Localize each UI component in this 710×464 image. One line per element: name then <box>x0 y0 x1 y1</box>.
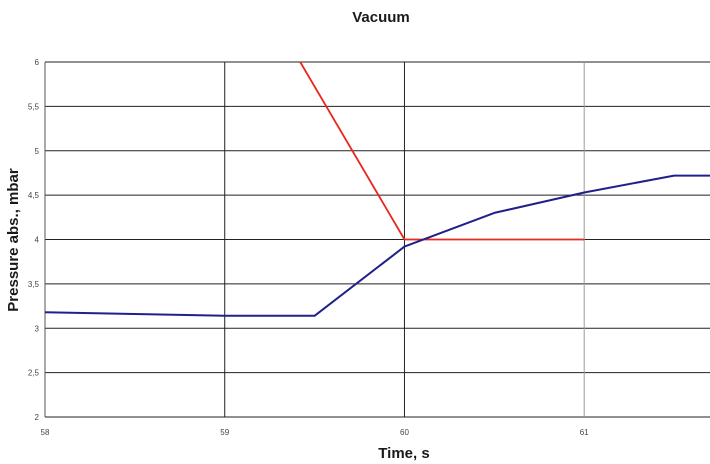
chart-title: Vacuum <box>352 9 410 26</box>
x-axis-label: Time, s <box>378 445 429 462</box>
y-tick-label: 3,5 <box>28 280 40 289</box>
series <box>44 61 710 317</box>
x-tick-label: 59 <box>220 428 229 437</box>
series-line-blue <box>44 174 710 317</box>
y-tick-label: 2 <box>35 413 40 422</box>
y-tick-label: 5,5 <box>28 102 40 111</box>
x-tick-label: 58 <box>41 428 50 437</box>
y-tick-label: 5 <box>35 147 40 156</box>
y-tick-label: 6 <box>35 58 40 67</box>
y-axis-label: Pressure abs., mbar <box>5 168 22 312</box>
series-line-red <box>299 61 585 241</box>
y-tick-label: 2,5 <box>28 369 40 378</box>
y-tick-label: 4 <box>35 236 40 245</box>
grid <box>44 61 710 418</box>
y-tick-label: 3 <box>35 324 40 333</box>
x-tick-label: 60 <box>400 428 409 437</box>
y-tick-label: 4,5 <box>28 191 40 200</box>
tick-labels: 2 2,5 3 3,5 4 4,5 5 5,5 6 58 59 60 61 <box>28 58 589 437</box>
x-tick-label: 61 <box>580 428 589 437</box>
